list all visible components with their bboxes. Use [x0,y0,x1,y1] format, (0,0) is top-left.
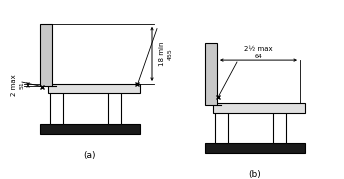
Bar [40,24,52,86]
Text: 2 max: 2 max [11,74,17,96]
Bar [205,143,305,153]
Bar [205,43,217,105]
Text: (a): (a) [84,151,96,160]
Bar [48,84,140,93]
Bar [40,124,140,134]
Text: 64: 64 [255,54,262,59]
Text: 51: 51 [20,81,24,89]
Text: 455: 455 [168,48,173,60]
Bar [273,110,286,143]
Text: 18 min: 18 min [159,42,165,66]
Text: (b): (b) [249,170,261,179]
Bar [213,103,305,113]
Bar [50,91,63,124]
Text: 2½ max: 2½ max [244,47,273,52]
Bar [215,110,228,143]
Bar [108,91,121,124]
